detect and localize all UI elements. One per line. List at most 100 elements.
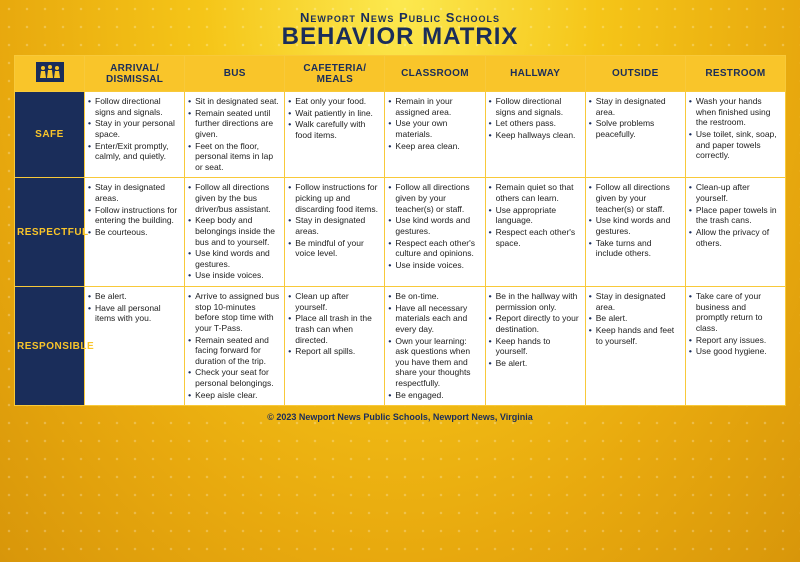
bullet-item: Eat only your food. <box>288 96 379 107</box>
col-bus: Bus <box>185 56 285 92</box>
bullet-item: Own your learning: ask questions when yo… <box>388 336 479 389</box>
cell: Remain in your assigned area.Use your ow… <box>385 92 485 178</box>
bullet-item: Follow directional signs and signals. <box>489 96 580 117</box>
bullet-item: Take turns and include others. <box>589 238 680 259</box>
bullet-item: Remain in your assigned area. <box>388 96 479 117</box>
bullet-item: Be alert. <box>88 291 179 302</box>
bullet-item: Clean-up after yourself. <box>689 182 780 203</box>
bullet-item: Respect each other's space. <box>489 227 580 248</box>
bullet-item: Keep body and belongings inside the bus … <box>188 215 279 247</box>
bullet-item: Use inside voices. <box>188 270 279 281</box>
bullet-item: Follow directional signs and signals. <box>88 96 179 117</box>
cell: Eat only your food.Wait patiently in lin… <box>285 92 385 178</box>
bullet-item: Follow all directions given by the bus d… <box>188 182 279 214</box>
header-row: Arrival/ Dismissal Bus Cafeteria/ Meals … <box>15 56 786 92</box>
bullet-item: Check your seat for personal belongings. <box>188 367 279 388</box>
bullet-item: Keep hallways clean. <box>489 130 580 141</box>
cell: Follow all directions given by the bus d… <box>185 178 285 287</box>
bullet-item: Use your own materials. <box>388 118 479 139</box>
bullet-item: Use good hygiene. <box>689 346 780 357</box>
bullet-item: Keep aisle clear. <box>188 390 279 401</box>
rowlabel-responsible: Responsible <box>15 287 85 406</box>
bullet-item: Wait patiently in line. <box>288 108 379 119</box>
bullet-item: Sit in designated seat. <box>188 96 279 107</box>
bullet-item: Use kind words and gestures. <box>188 248 279 269</box>
bullet-item: Use kind words and gestures. <box>589 215 680 236</box>
bullet-item: Let others pass. <box>489 118 580 129</box>
col-hallway: Hallway <box>485 56 585 92</box>
bullet-item: Stay in designated areas. <box>88 182 179 203</box>
bullet-item: Keep area clean. <box>388 141 479 152</box>
col-restroom: Restroom <box>685 56 785 92</box>
col-cafeteria: Cafeteria/ Meals <box>285 56 385 92</box>
bullet-item: Wash your hands when finished using the … <box>689 96 780 128</box>
cell: Follow all directions given by your teac… <box>385 178 485 287</box>
bullet-item: Remain seated and facing forward for dur… <box>188 335 279 367</box>
cell: Stay in designated area.Solve problems p… <box>585 92 685 178</box>
cell: Wash your hands when finished using the … <box>685 92 785 178</box>
footer-copyright: © 2023 Newport News Public Schools, Newp… <box>14 412 786 422</box>
bullet-item: Keep hands to yourself. <box>489 336 580 357</box>
cell: Stay in designated areas.Follow instruct… <box>85 178 185 287</box>
bullet-item: Respect each other's culture and opinion… <box>388 238 479 259</box>
bullet-item: Use kind words and gestures. <box>388 215 479 236</box>
behavior-matrix-page: Newport News Public Schools Behavior Mat… <box>0 0 800 428</box>
bullet-item: Walk carefully with food items. <box>288 119 379 140</box>
bullet-item: Have all necessary materials each and ev… <box>388 303 479 335</box>
bullet-item: Keep hands and feet to yourself. <box>589 325 680 346</box>
cell: Be alert.Have all personal items with yo… <box>85 287 185 406</box>
bullet-item: Be in the hallway with permission only. <box>489 291 580 312</box>
bullet-item: Have all personal items with you. <box>88 303 179 324</box>
cell: Be in the hallway with permission only.R… <box>485 287 585 406</box>
bullet-item: Be engaged. <box>388 390 479 401</box>
bullet-item: Place all trash in the trash can when di… <box>288 313 379 345</box>
bullet-item: Use inside voices. <box>388 260 479 271</box>
cell: Follow instructions for picking up and d… <box>285 178 385 287</box>
bullet-item: Report any issues. <box>689 335 780 346</box>
bullet-item: Stay in your personal space. <box>88 118 179 139</box>
bullet-item: Clean up after yourself. <box>288 291 379 312</box>
bullet-item: Stay in designated area. <box>589 96 680 117</box>
page-title: Behavior Matrix <box>14 23 786 51</box>
row-safe: Safe Follow directional signs and signal… <box>15 92 786 178</box>
cell: Remain quiet so that others can learn.Us… <box>485 178 585 287</box>
cell: Sit in designated seat.Remain seated unt… <box>185 92 285 178</box>
bullet-item: Use toilet, sink, soap, and paper towels… <box>689 129 780 161</box>
bullet-item: Follow all directions given by your teac… <box>589 182 680 214</box>
bullet-item: Report directly to your destination. <box>489 313 580 334</box>
cell: Take care of your business and promptly … <box>685 287 785 406</box>
bullet-item: Be alert. <box>489 358 580 369</box>
col-arrival: Arrival/ Dismissal <box>85 56 185 92</box>
bullet-item: Report all spills. <box>288 346 379 357</box>
bullet-item: Be alert. <box>589 313 680 324</box>
bullet-item: Be mindful of your voice level. <box>288 238 379 259</box>
cell: Follow directional signs and signals.Let… <box>485 92 585 178</box>
rowlabel-respectful: Respectful <box>15 178 85 287</box>
bullet-item: Solve problems peacefully. <box>589 118 680 139</box>
bullet-item: Place paper towels in the trash cans. <box>689 205 780 226</box>
row-respectful: Respectful Stay in designated areas.Foll… <box>15 178 786 287</box>
col-classroom: Classroom <box>385 56 485 92</box>
cell: Follow all directions given by your teac… <box>585 178 685 287</box>
bullet-item: Follow instructions for entering the bui… <box>88 205 179 226</box>
bullet-item: Remain quiet so that others can learn. <box>489 182 580 203</box>
bullet-item: Enter/Exit promptly, calmly, and quietly… <box>88 141 179 162</box>
cell: Be on-time.Have all necessary materials … <box>385 287 485 406</box>
rowlabel-safe: Safe <box>15 92 85 178</box>
bullet-item: Follow all directions given by your teac… <box>388 182 479 214</box>
row-responsible: Responsible Be alert.Have all personal i… <box>15 287 786 406</box>
logo-cell <box>15 56 85 92</box>
cell: Clean-up after yourself.Place paper towe… <box>685 178 785 287</box>
header: Newport News Public Schools Behavior Mat… <box>14 10 786 51</box>
col-outside: Outside <box>585 56 685 92</box>
bullet-item: Use appropriate language. <box>489 205 580 226</box>
nnps-logo-icon <box>36 62 64 82</box>
cell: Follow directional signs and signals.Sta… <box>85 92 185 178</box>
bullet-item: Stay in designated area. <box>589 291 680 312</box>
bullet-item: Feet on the floor, personal items in lap… <box>188 141 279 173</box>
cell: Clean up after yourself.Place all trash … <box>285 287 385 406</box>
bullet-item: Be on-time. <box>388 291 479 302</box>
behavior-matrix-table: Arrival/ Dismissal Bus Cafeteria/ Meals … <box>14 55 786 406</box>
cell: Stay in designated area.Be alert.Keep ha… <box>585 287 685 406</box>
cell: Arrive to assigned bus stop 10-minutes b… <box>185 287 285 406</box>
